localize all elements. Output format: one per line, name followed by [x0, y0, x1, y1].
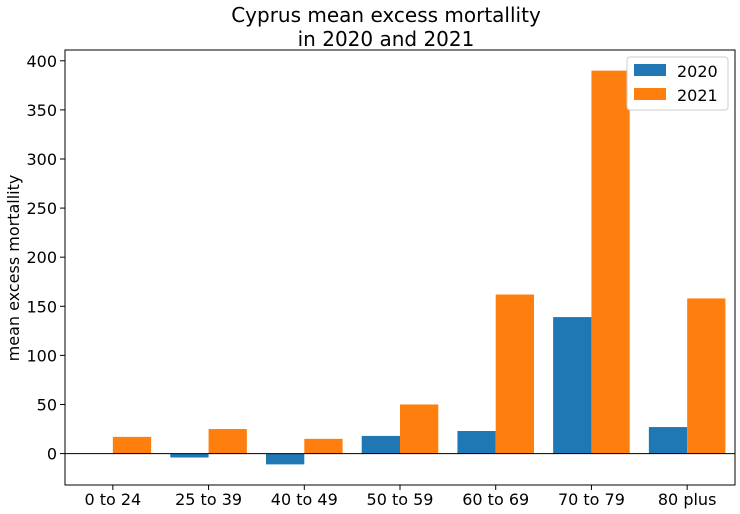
y-tick-label: 350 [26, 101, 57, 120]
legend: 2020 2021 [626, 56, 729, 111]
bar-2020-5 [553, 317, 592, 454]
bar-2020-6 [648, 427, 688, 454]
legend-swatch-2021 [634, 88, 666, 100]
y-tick-label: 200 [26, 248, 57, 267]
legend-swatch-2020 [634, 64, 666, 76]
x-tick-label: 0 to 24 [84, 490, 141, 509]
bar-2020-2 [266, 453, 305, 465]
x-tick-label: 25 to 39 [175, 490, 242, 509]
plot-area: 0 50 100 150 200 250 300 350 400 0 to 24 25 to 39 4… [26, 52, 735, 509]
y-tick-label: 400 [26, 52, 57, 71]
bar-2021-4 [495, 294, 534, 454]
bar-2021-1 [208, 429, 247, 454]
bar-2021-5 [591, 70, 630, 454]
bar-2021-3 [400, 404, 439, 454]
y-tick-label: 150 [26, 297, 57, 316]
x-tick-label: 80 plus [658, 490, 717, 509]
bar-2021-6 [687, 298, 726, 454]
y-tick-label: 100 [26, 346, 57, 365]
legend-label-2020: 2020 [677, 62, 718, 81]
bar-2020-3 [361, 435, 400, 454]
bar-2020-1 [170, 453, 209, 458]
y-tick-label: 300 [26, 150, 57, 169]
x-tick-label: 70 to 79 [558, 490, 625, 509]
y-tick-label: 0 [47, 445, 57, 464]
bar-2021-2 [304, 438, 343, 454]
y-axis-label: mean excess mortallity [4, 175, 23, 362]
legend-label-2021: 2021 [677, 86, 718, 105]
y-tick-label: 250 [26, 199, 57, 218]
x-tick-label: 50 to 59 [367, 490, 434, 509]
chart-title-line2: in 2020 and 2021 [298, 27, 475, 51]
plot-frame [64, 49, 736, 486]
x-tick-label: 60 to 69 [462, 490, 529, 509]
y-tick-label: 50 [37, 395, 57, 414]
x-tick-label: 40 to 49 [271, 490, 338, 509]
chart-title-line1: Cyprus mean excess mortallity [231, 3, 541, 27]
bar-2021-0 [112, 436, 152, 454]
bar-2020-4 [457, 430, 496, 454]
